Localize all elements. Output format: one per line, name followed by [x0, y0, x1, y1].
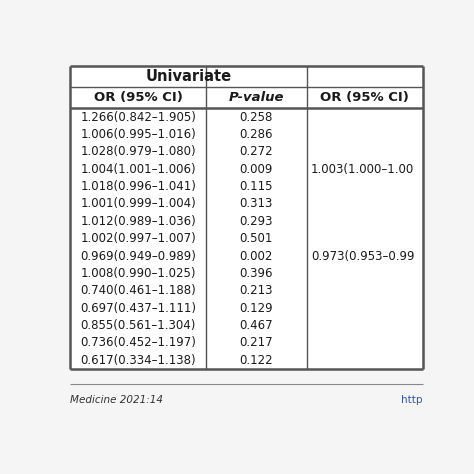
Text: 1.028(0.979–1.080): 1.028(0.979–1.080): [81, 145, 196, 158]
Text: 0.129: 0.129: [239, 301, 273, 315]
Text: 0.217: 0.217: [239, 337, 273, 349]
Text: 0.396: 0.396: [239, 267, 273, 280]
Text: Univariate: Univariate: [146, 69, 231, 84]
Text: 1.001(0.999–1.004): 1.001(0.999–1.004): [80, 197, 196, 210]
Text: 1.008(0.990–1.025): 1.008(0.990–1.025): [81, 267, 196, 280]
Text: 0.272: 0.272: [239, 145, 273, 158]
Text: 1.004(1.001–1.006): 1.004(1.001–1.006): [81, 163, 196, 176]
Text: 0.293: 0.293: [239, 215, 273, 228]
Text: 0.855(0.561–1.304): 0.855(0.561–1.304): [81, 319, 196, 332]
Text: P-value: P-value: [228, 91, 284, 104]
Text: 0.115: 0.115: [239, 180, 273, 193]
Text: 1.002(0.997–1.007): 1.002(0.997–1.007): [80, 232, 196, 245]
Text: 1.012(0.989–1.036): 1.012(0.989–1.036): [80, 215, 196, 228]
Text: 0.969(0.949–0.989): 0.969(0.949–0.989): [80, 249, 196, 263]
Text: 0.002: 0.002: [240, 249, 273, 263]
Text: 0.697(0.437–1.111): 0.697(0.437–1.111): [80, 301, 196, 315]
Text: 0.617(0.334–1.138): 0.617(0.334–1.138): [81, 354, 196, 367]
Text: 1.006(0.995–1.016): 1.006(0.995–1.016): [80, 128, 196, 141]
Text: 0.740(0.461–1.188): 0.740(0.461–1.188): [80, 284, 196, 297]
Text: 0.313: 0.313: [240, 197, 273, 210]
Text: 1.266(0.842–1.905): 1.266(0.842–1.905): [80, 110, 196, 124]
Text: OR (95% CI): OR (95% CI): [94, 91, 182, 104]
Text: 0.009: 0.009: [240, 163, 273, 176]
Text: 0.973(0.953–0.99: 0.973(0.953–0.99: [311, 249, 414, 263]
Text: 0.122: 0.122: [239, 354, 273, 367]
Text: 1.018(0.996–1.041): 1.018(0.996–1.041): [80, 180, 196, 193]
Text: 0.286: 0.286: [239, 128, 273, 141]
Text: http: http: [401, 395, 423, 405]
Text: 0.258: 0.258: [240, 110, 273, 124]
Text: 0.467: 0.467: [239, 319, 273, 332]
Text: 1.003(1.000–1.00: 1.003(1.000–1.00: [311, 163, 414, 176]
Text: 0.736(0.452–1.197): 0.736(0.452–1.197): [80, 337, 196, 349]
Text: Medicine 2021:14: Medicine 2021:14: [70, 395, 163, 405]
Bar: [70, 66, 423, 369]
Text: OR (95% CI): OR (95% CI): [320, 91, 409, 104]
Text: 0.213: 0.213: [239, 284, 273, 297]
Text: 0.501: 0.501: [240, 232, 273, 245]
